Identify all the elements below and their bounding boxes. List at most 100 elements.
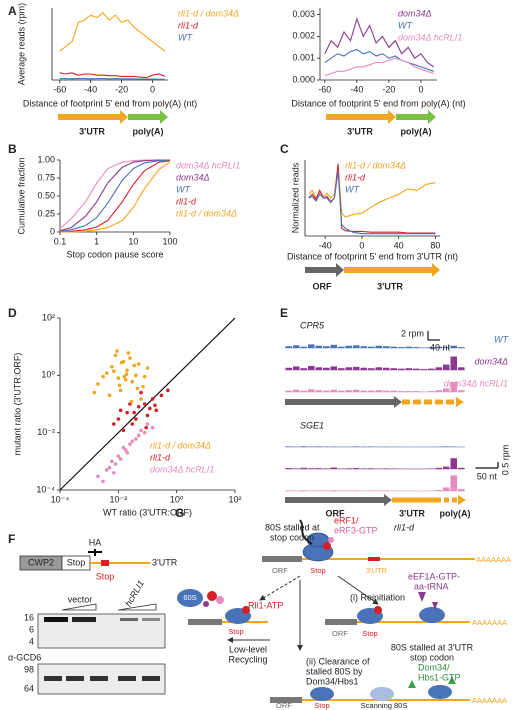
- series-line: [59, 12, 166, 52]
- track-bar: [390, 390, 397, 392]
- track-bar: [405, 391, 412, 392]
- scatter-point: [107, 393, 112, 398]
- x-tick-label: -20: [115, 84, 128, 94]
- track-bar: [315, 446, 322, 447]
- schematic-label: Recycling: [228, 654, 267, 664]
- track-bar: [375, 367, 382, 370]
- track-bar: [308, 468, 315, 469]
- track-bar: [375, 390, 382, 392]
- track-bar: [383, 367, 390, 370]
- x-tick-label: -40: [350, 84, 363, 94]
- schematic-label: stop codon: [270, 532, 314, 542]
- series-line: [59, 159, 170, 229]
- scatter-point: [128, 356, 132, 360]
- track-bar: [383, 346, 390, 348]
- track-bar: [398, 368, 405, 370]
- scatter-point: [116, 454, 121, 459]
- x-tick-label: 1: [94, 236, 99, 246]
- region-label: 3'UTR: [79, 126, 105, 136]
- scatter-point: [166, 388, 170, 393]
- x-axis-title: Distance of footprint 5' end from poly(A…: [291, 98, 465, 108]
- x-axis-title: Distance of footprint 5' end from poly(A…: [23, 98, 197, 108]
- track-bar: [353, 446, 360, 447]
- region-label: ORF: [313, 281, 333, 291]
- scatter-point: [142, 430, 147, 435]
- track-bar: [353, 389, 360, 392]
- scatter-point: [121, 445, 126, 450]
- schematic-label: eRF1/: [334, 515, 359, 525]
- x-tick-label: -40: [84, 84, 97, 94]
- stop-label: Stop: [96, 571, 115, 581]
- schematic: [177, 519, 475, 703]
- x-tick-label: 10: [128, 236, 138, 246]
- schematic-label: stop codon: [410, 652, 454, 662]
- y-axis-title: Average reads (rpm): [16, 3, 26, 85]
- track-bar: [443, 388, 450, 392]
- track-bar: [443, 364, 450, 370]
- track-bar: [375, 345, 382, 348]
- scatter-point: [92, 390, 97, 395]
- track-bar: [330, 389, 337, 392]
- scatter-point: [118, 457, 123, 461]
- scatter-point: [125, 368, 129, 373]
- series-line: [59, 160, 171, 233]
- series-line: [59, 72, 166, 79]
- legend-entry: WT: [398, 20, 413, 30]
- scatter-point: [118, 408, 123, 413]
- marker-label: 98: [24, 664, 34, 674]
- x-tick-label: -20: [382, 84, 395, 94]
- scatter-point: [112, 422, 116, 426]
- schematic-label: Stop: [310, 566, 325, 575]
- track-bar: [315, 390, 322, 392]
- schematic-label: rli1-d: [394, 522, 415, 532]
- construct-label: 3'UTR: [152, 557, 178, 567]
- scatter-point: [96, 382, 100, 386]
- track-bar: [315, 468, 322, 469]
- track-bar: [338, 368, 345, 370]
- track-bar: [458, 347, 465, 348]
- scatter-point: [134, 417, 138, 421]
- y-tick-label: 10²: [42, 312, 55, 322]
- scale-label: 2 rpm: [401, 328, 424, 338]
- y-tick-label: 10⁻⁴: [36, 484, 55, 494]
- track-bar: [405, 368, 412, 370]
- x-tick-label: 10⁰: [170, 494, 184, 504]
- schematic-label: 3'UTR: [366, 566, 388, 575]
- scatter-point: [116, 417, 121, 421]
- y-tick-label: 0.50: [37, 190, 55, 200]
- track-bar: [458, 390, 465, 392]
- schematic-label: Dom34/Hbs1: [306, 676, 359, 686]
- track-bar: [405, 346, 412, 348]
- track-bar: [345, 390, 352, 392]
- track-bar: [383, 468, 390, 469]
- scatter-point: [145, 366, 150, 370]
- track-bar: [383, 390, 390, 392]
- schematic-label: Stop: [228, 627, 243, 636]
- schematic-label: ORF: [276, 701, 292, 710]
- scatter-point: [107, 465, 112, 470]
- x-tick-label: -40: [319, 240, 332, 250]
- y-tick-label: 0.003: [292, 9, 315, 19]
- track-bar: [285, 390, 292, 392]
- scatter-point: [130, 422, 135, 426]
- track-bar: [323, 346, 330, 348]
- track-bar: [435, 367, 442, 370]
- x-axis-title: Stop codon pause score: [66, 249, 163, 259]
- x-tick-label: 10²: [228, 494, 241, 504]
- series-line: [308, 167, 436, 218]
- track-bar: [360, 346, 367, 348]
- track-bar: [285, 346, 292, 348]
- track-bar: [435, 467, 442, 469]
- scatter-point: [125, 410, 129, 415]
- x-tick-label: 100: [162, 236, 177, 246]
- schematic-label: Low-level: [229, 644, 267, 654]
- series-line: [59, 159, 171, 232]
- series-line: [59, 78, 165, 80]
- track-bar: [300, 368, 307, 370]
- schematic-label: AAAAAAA: [472, 696, 507, 705]
- legend-entry: WT: [178, 32, 193, 42]
- scatter-point: [136, 404, 141, 409]
- track-bar: [353, 366, 360, 370]
